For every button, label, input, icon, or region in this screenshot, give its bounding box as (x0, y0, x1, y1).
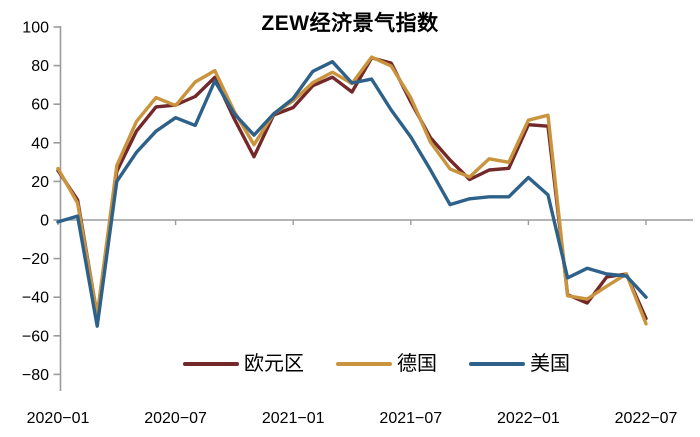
y-tick-label: −60 (22, 328, 49, 345)
x-tick-label: 2022−07 (615, 410, 678, 427)
chart-legend: 欧元区 德国 美国 (60, 351, 693, 377)
series-line-us (56, 60, 648, 328)
chart-title: ZEW经济景气指数 (261, 12, 439, 35)
legend-item-germany: 德国 (336, 354, 437, 374)
y-tick-label: 20 (31, 174, 49, 191)
x-tick-label: 2020−01 (27, 410, 90, 427)
germany-legend-line-icon (336, 361, 392, 367)
x-tick-label: 2021−07 (379, 410, 442, 427)
y-tick-label: −40 (22, 290, 49, 307)
y-tick-label: 0 (40, 213, 49, 230)
y-tick-label: 40 (31, 135, 49, 152)
series-line-germany (56, 55, 648, 326)
x-tick-label: 2020−07 (144, 410, 207, 427)
x-tick-label: 2022−01 (497, 410, 560, 427)
y-tick-label: 100 (22, 20, 49, 37)
y-tick-label: 80 (31, 58, 49, 75)
series-line-eurozone (56, 56, 648, 321)
eurozone-legend-line-icon (183, 361, 239, 367)
x-tick-label: 2021−01 (262, 410, 325, 427)
legend-item-us: 美国 (469, 354, 570, 374)
us-legend-line-icon (469, 361, 525, 367)
y-tick-label: −80 (22, 367, 49, 384)
y-tick-label: 60 (31, 97, 49, 114)
legend-label-us: 美国 (530, 353, 570, 375)
legend-item-eurozone: 欧元区 (183, 354, 304, 374)
legend-label-germany: 德国 (397, 353, 437, 375)
y-tick-label: −20 (22, 251, 49, 268)
legend-label-eurozone: 欧元区 (244, 353, 304, 375)
